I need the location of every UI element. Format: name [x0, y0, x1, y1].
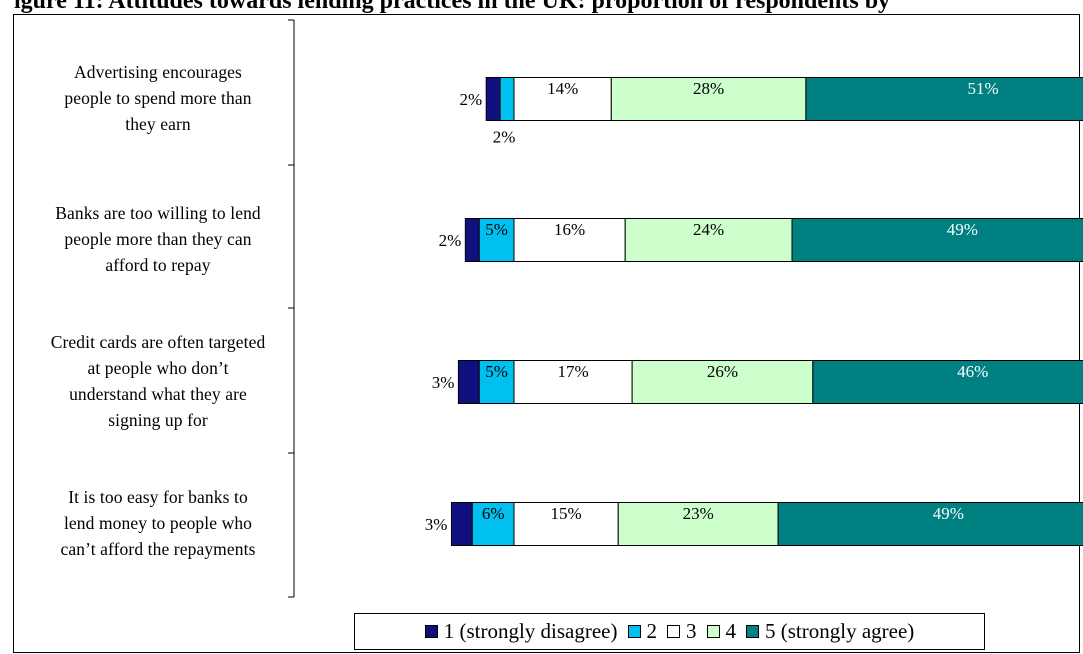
- category-label-line: Banks are too willing to lend: [55, 203, 261, 223]
- legend: 1 (strongly disagree) 2 3 4 5 (strongly agre…: [354, 613, 985, 650]
- data-label: 14%: [547, 79, 578, 98]
- legend-swatch: [667, 625, 680, 638]
- bar-segment: [777, 502, 1083, 546]
- bar-segment: [610, 77, 807, 121]
- bar-segment: [805, 77, 1083, 121]
- data-label: 3%: [432, 373, 455, 392]
- data-label: 17%: [557, 362, 588, 381]
- legend-label: 5 (strongly agree): [765, 619, 915, 643]
- category-label: Credit cards are often targeted at people…: [22, 329, 294, 433]
- category-label-line: lend money to people who: [63, 513, 253, 533]
- data-label: 15%: [551, 504, 582, 523]
- legend-label: 4: [725, 619, 737, 643]
- bar-segment: [513, 502, 619, 546]
- category-label-line: Advertising encourages: [74, 62, 242, 82]
- chart-title-strip: igure 11: Attitudes towards lending prac…: [0, 0, 1083, 16]
- legend-swatch: [706, 625, 720, 638]
- bar-segment: [631, 360, 814, 404]
- category-label-line: at people who don’t: [87, 358, 229, 378]
- chart-title: igure 11: Attitudes towards lending prac…: [14, 0, 891, 14]
- bar-segment: [513, 218, 626, 262]
- category-label-line: Credit cards are often targeted: [50, 332, 266, 352]
- bar-segment: [624, 218, 793, 262]
- data-label: 46%: [957, 362, 988, 381]
- category-label-line: understand what they are: [69, 384, 247, 404]
- legend-item: 5 (strongly agree): [746, 619, 914, 644]
- legend-item: 3: [667, 619, 697, 644]
- chart-frame: [13, 14, 1080, 653]
- category-label-line: they earn: [125, 114, 191, 134]
- category-label: Advertising encourages people to spend mo…: [22, 59, 294, 137]
- data-label: 2%: [493, 128, 516, 147]
- category-label-line: afford to repay: [105, 255, 211, 275]
- category-label: It is too easy for banks to lend money to…: [22, 484, 294, 562]
- data-label: 5%: [485, 362, 508, 381]
- legend-item: 4: [706, 619, 737, 644]
- data-label: 28%: [693, 79, 724, 98]
- legend-item: 1 (strongly disagree): [424, 619, 618, 644]
- legend-item: 2: [627, 619, 658, 644]
- legend-swatch: [424, 625, 438, 638]
- data-label: 16%: [554, 220, 585, 239]
- legend-label: 1 (strongly disagree): [443, 619, 618, 643]
- bar-segment: [513, 77, 612, 121]
- data-label: 26%: [707, 362, 738, 381]
- bar-segment: [791, 218, 1083, 262]
- category-label-line: can’t afford the repayments: [60, 539, 256, 559]
- category-label-line: people more than they can: [64, 229, 252, 249]
- data-label: 51%: [968, 79, 999, 98]
- data-label: 2%: [439, 231, 462, 250]
- data-label: 49%: [947, 220, 978, 239]
- data-label: 23%: [683, 504, 714, 523]
- legend-swatch: [746, 625, 759, 638]
- bar-segment: [464, 218, 480, 262]
- bar-segment: [499, 77, 515, 121]
- data-label: 49%: [933, 504, 964, 523]
- data-label: 24%: [693, 220, 724, 239]
- bar-segment: [617, 502, 779, 546]
- legend-label: 2: [646, 619, 658, 643]
- bar-segment: [478, 218, 515, 262]
- data-label: 6%: [482, 504, 505, 523]
- legend-swatch: [627, 625, 641, 638]
- bar-segment: [457, 360, 480, 404]
- data-label: 5%: [485, 220, 508, 239]
- category-label: Banks are too willing to lend people more…: [22, 200, 294, 278]
- bar-segment: [450, 502, 473, 546]
- bar-segment: [478, 360, 515, 404]
- category-label-line: people to spend more than: [64, 88, 252, 108]
- bar-segment: [485, 77, 501, 121]
- bar-segment: [812, 360, 1083, 404]
- legend-label: 3: [686, 619, 697, 643]
- data-label: 3%: [425, 515, 448, 534]
- category-label-line: signing up for: [108, 410, 208, 430]
- data-label: 2%: [460, 90, 483, 109]
- category-label-line: It is too easy for banks to: [68, 487, 248, 507]
